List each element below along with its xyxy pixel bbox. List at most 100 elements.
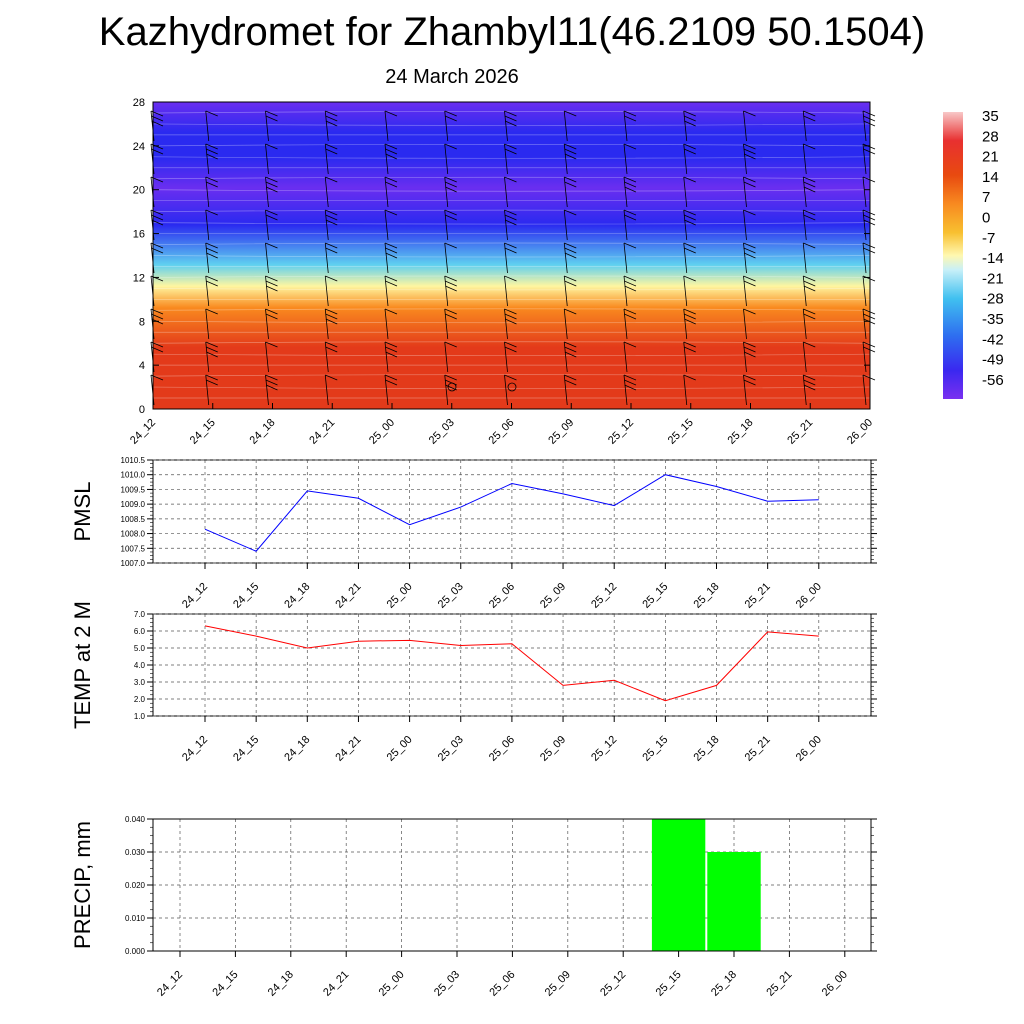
- wind-barb-flag: [743, 341, 756, 348]
- contour-line: [152, 374, 871, 377]
- wind-barb-flag: [743, 308, 756, 315]
- y-tick-label: 1009.5: [121, 485, 146, 494]
- chart-subtitle: 24 March 2026: [385, 66, 519, 88]
- wind-barb-flag: [564, 341, 577, 348]
- wind-barb: [563, 308, 568, 340]
- contour-line: [152, 242, 871, 245]
- wind-barb: [743, 209, 747, 241]
- wind-barb: [802, 242, 807, 274]
- wind-barb-flag: [384, 242, 398, 249]
- wind-barb-flag: [265, 285, 278, 292]
- wind-barb-flag: [325, 341, 338, 348]
- wind-barb-flag: [504, 313, 517, 320]
- wind-barb-flag: [564, 379, 577, 386]
- wind-barb-flag: [206, 153, 218, 160]
- wind-barb-flag: [325, 110, 338, 117]
- wind-barb-flag: [444, 110, 457, 117]
- wind-barb-flag: [623, 308, 637, 315]
- x-tick-label: 25_18: [692, 734, 722, 764]
- wind-barb-flag: [623, 275, 637, 282]
- wind-barb-flag: [504, 148, 517, 155]
- wind-barb-flag: [683, 341, 696, 348]
- y-tick-label: 1010.5: [121, 456, 146, 465]
- wind-barb-flag: [444, 374, 457, 381]
- wind-barb-flag: [444, 115, 457, 122]
- x-tick-label: 25_12: [589, 734, 619, 764]
- wind-barb-flag: [564, 252, 577, 259]
- wind-barb-flag: [325, 308, 338, 315]
- x-tick-label: 25_15: [640, 734, 670, 764]
- wind-barb-flag: [863, 115, 876, 122]
- wind-barb-flag: [265, 379, 278, 386]
- wind-barb: [324, 374, 329, 406]
- wind-barb-flag: [803, 143, 816, 150]
- y-axis-title: PRECIP, mm: [70, 821, 95, 949]
- y-tick-label: 0: [139, 404, 145, 416]
- colorbar-label: 7: [982, 189, 990, 206]
- wind-barb-flag: [205, 374, 218, 381]
- wind-barb: [384, 308, 389, 340]
- wind-barb-flag: [445, 186, 457, 193]
- wind-barb-flag: [504, 209, 517, 216]
- wind-barb-flag: [504, 143, 517, 150]
- wind-barb-flag: [504, 115, 517, 122]
- wind-barb-flag: [265, 176, 278, 183]
- x-tick-label: 25_00: [385, 734, 415, 764]
- wind-barb-flag: [385, 247, 398, 254]
- wind-barb: [265, 143, 269, 175]
- wind-barb-flag: [384, 308, 398, 315]
- wind-barb-flag: [623, 374, 637, 381]
- wind-barb-flag: [743, 346, 756, 353]
- x-tick-label: 25_03: [436, 734, 466, 764]
- wind-barb-flag: [683, 148, 696, 155]
- wind-barb-flag: [743, 176, 756, 183]
- wind-barb-flag: [624, 313, 637, 320]
- wind-barb-flag: [265, 275, 278, 282]
- wind-barb-flag: [265, 308, 278, 315]
- wind-barb-flag: [384, 374, 398, 381]
- wind-barb-flag: [564, 209, 577, 216]
- wind-barb-flag: [564, 153, 577, 160]
- contour-line: [152, 111, 871, 114]
- contour-line: [152, 275, 871, 278]
- x-tick-label: 25_15: [654, 969, 684, 999]
- wind-barb-flag: [504, 219, 517, 226]
- wind-barb-flag: [683, 313, 696, 320]
- wind-barb-flag: [325, 374, 338, 381]
- wind-barb-flag: [325, 209, 338, 216]
- series-line-temp: [204, 625, 819, 702]
- wind-barb: [324, 176, 329, 208]
- wind-barb-flag: [564, 181, 577, 188]
- wind-barb: [324, 275, 329, 307]
- wind-barb-flag: [683, 143, 696, 150]
- wind-barb-flag: [564, 346, 577, 353]
- wind-barb-flag: [325, 313, 338, 320]
- contour-line: [152, 156, 871, 159]
- calm-wind-marker: [507, 382, 517, 392]
- wind-barb-flag: [504, 176, 517, 183]
- wind-barb-flag: [385, 252, 398, 259]
- wind-barb-flag: [863, 313, 876, 320]
- x-tick-label: 24_21: [333, 734, 363, 764]
- wind-barb-flag: [803, 275, 816, 282]
- wind-barb-flag: [624, 214, 637, 221]
- y-tick-label: 1009.0: [121, 500, 146, 509]
- wind-barb-flag: [265, 374, 278, 381]
- wind-barb-flag: [624, 285, 637, 292]
- wind-barb: [862, 374, 867, 406]
- wind-barb-flag: [384, 209, 398, 216]
- colorbar-label: -7: [982, 230, 995, 247]
- wind-barb-flag: [743, 110, 756, 117]
- colorbar-label: 14: [982, 169, 999, 186]
- wind-barb-flag: [444, 143, 457, 150]
- x-tick-label: 25_06: [487, 417, 517, 447]
- x-tick-label: 25_21: [743, 581, 773, 611]
- wind-barb-flag: [863, 346, 876, 353]
- wind-barb-flag: [444, 280, 457, 287]
- wind-barb-flag: [265, 143, 278, 150]
- wind-barb: [444, 242, 449, 274]
- wind-barb-flag: [205, 346, 218, 353]
- panel-frame: [152, 818, 872, 952]
- contour-line: [152, 353, 871, 357]
- wind-barb-flag: [205, 209, 218, 216]
